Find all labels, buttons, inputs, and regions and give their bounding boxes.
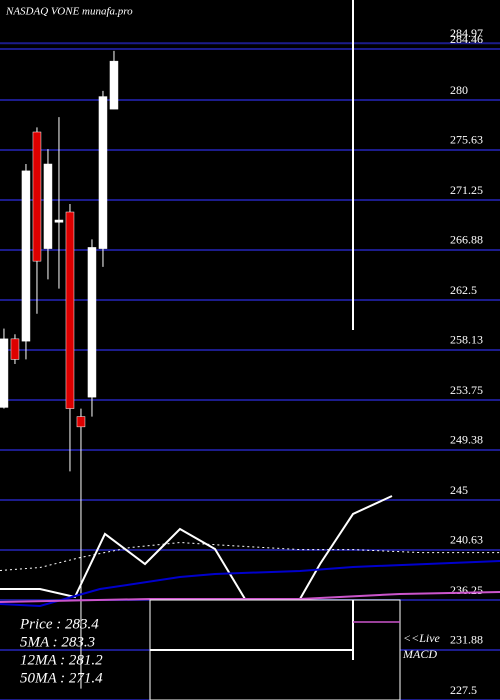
candle-body (32, 131, 42, 262)
indicator-line (0, 495, 393, 600)
legend-text: 50MA : 271.4 (20, 670, 103, 686)
candle-body (43, 163, 53, 249)
y-tick-label: 231.88 (450, 633, 483, 647)
candle-body (109, 60, 119, 110)
candle-body (98, 96, 108, 249)
chart-title: NASDAQ VONE munafa.pro (5, 6, 133, 18)
y-tick-label: 227.5 (450, 683, 477, 697)
y-tick-label: 249.38 (450, 433, 483, 447)
y-tick-label: 240.63 (450, 533, 483, 547)
candle-body (76, 416, 86, 428)
candle-body (87, 247, 97, 398)
panel-label: MACD (402, 647, 437, 661)
legend-text: 12MA : 281.2 (20, 652, 103, 668)
indicator-line (0, 560, 500, 607)
candle-body (54, 219, 64, 223)
y-tick-label: 284.97 (450, 26, 483, 40)
y-tick-label: 236.25 (450, 583, 483, 597)
y-tick-label: 245 (450, 483, 468, 497)
candle-body (0, 338, 9, 408)
y-tick-label: 284.46 (450, 32, 483, 46)
y-tick-label: 266.88 (450, 233, 483, 247)
indicator-line (0, 542, 500, 572)
panel-label: <<Live (403, 631, 441, 645)
y-tick-label: 258.13 (450, 333, 483, 347)
y-tick-label: 275.63 (450, 133, 483, 147)
y-tick-label: 280 (450, 83, 468, 97)
legend-text: Price : 283.4 (19, 616, 99, 632)
indicator-line (0, 591, 500, 604)
legend-text: 5MA : 283.3 (20, 634, 95, 650)
candle-body (10, 338, 20, 360)
y-tick-label: 253.75 (450, 383, 483, 397)
candle-body (21, 170, 31, 342)
candle-body (65, 211, 75, 409)
y-tick-label: 271.25 (450, 183, 483, 197)
y-tick-label: 262.5 (450, 283, 477, 297)
